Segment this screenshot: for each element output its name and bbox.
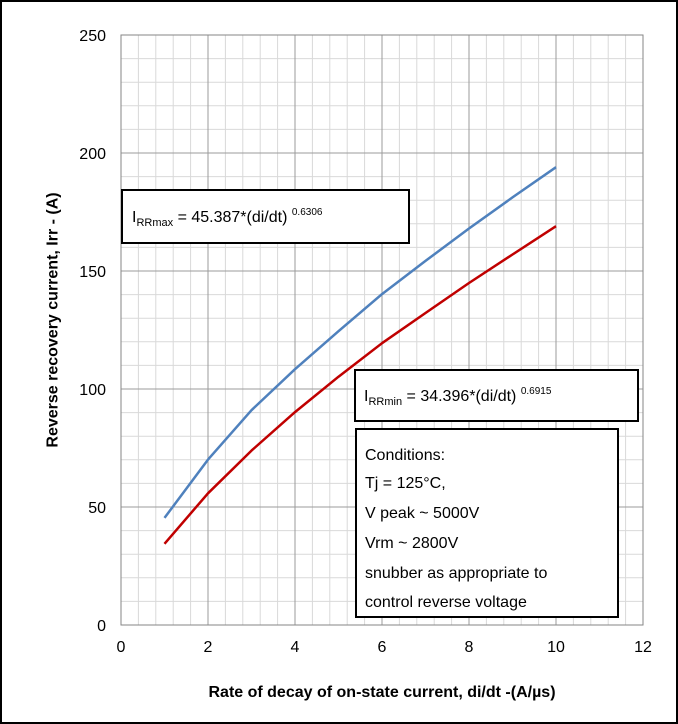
y-axis-title: Reverse recovery current, Irr - (A) [45, 192, 62, 447]
series-lines [163, 166, 557, 545]
series-line-1 [163, 225, 557, 545]
tick-labels: 0 2 4 6 8 10 12 0 50 100 150 200 250 [79, 28, 652, 656]
x-tick-label: 8 [465, 639, 474, 656]
x-tick-label: 4 [291, 639, 300, 656]
irrmin-sup: 0.6915 [521, 386, 552, 397]
plot-area-border [120, 34, 644, 626]
conditions-box [355, 428, 619, 618]
irrmin-sub: RRmin [368, 396, 402, 408]
series-line-0 [163, 166, 557, 519]
conditions-line-1: Tj = 125°C, [365, 475, 446, 492]
irrmin-equation: IRRmin = 34.396*(di/dt) 0.6915 [364, 386, 552, 408]
x-tick-label: 12 [634, 639, 652, 656]
y-tick-label: 150 [79, 264, 106, 281]
irrmax-annotation: IRRmax = 45.387*(di/dt) 0.6306 [121, 189, 410, 244]
y-tick-label: 100 [79, 382, 106, 399]
conditions-annotation: Conditions: Tj = 125°C, V peak ~ 5000V V… [355, 428, 619, 618]
x-axis-title: Rate of decay of on-state current, di/dt… [208, 684, 555, 701]
irrmin-pre: I [364, 388, 368, 405]
x-tick-label: 2 [204, 639, 213, 656]
conditions-line-2: V peak ~ 5000V [365, 505, 480, 522]
irrmax-equation: IRRmax = 45.387*(di/dt) 0.6306 [132, 207, 323, 229]
irrmin-annotation: IRRmin = 34.396*(di/dt) 0.6915 [354, 369, 639, 422]
irrmax-pre: I [132, 209, 136, 226]
conditions-line-0: Conditions: [365, 447, 445, 464]
y-tick-label: 0 [97, 618, 106, 635]
conditions-line-4: snubber as appropriate to [365, 565, 547, 582]
irrmax-sub: RRmax [136, 217, 173, 229]
y-tick-label: 250 [79, 28, 106, 45]
irrmax-sup: 0.6306 [292, 207, 323, 218]
irrmin-box [354, 369, 639, 422]
irrmax-box [121, 189, 410, 244]
conditions-line-5: control reverse voltage [365, 594, 527, 611]
x-tick-label: 6 [378, 639, 387, 656]
irrmax-body: = 45.387*(di/dt) [173, 209, 292, 226]
y-tick-label: 200 [79, 146, 106, 163]
irrmin-body: = 34.396*(di/dt) [402, 388, 521, 405]
x-tick-label: 10 [547, 639, 565, 656]
x-tick-label: 0 [117, 639, 126, 656]
y-tick-label: 50 [88, 500, 106, 517]
conditions-line-3: Vrm ~ 2800V [365, 535, 459, 552]
